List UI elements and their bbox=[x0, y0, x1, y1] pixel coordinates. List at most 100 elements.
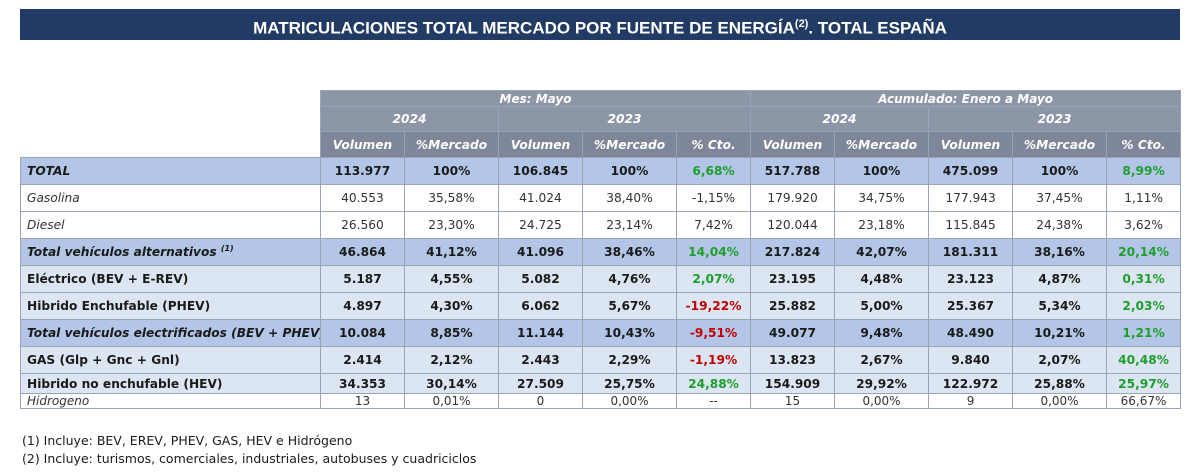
table-row-electrico: Eléctrico (BEV + E-REV) 5.187 4,55% 5.08… bbox=[20, 265, 1182, 293]
registrations-table: Mes: Mayo Acumulado: Enero a Mayo 2024 2… bbox=[20, 90, 1182, 409]
cell-month-2024-share: 23,30% bbox=[404, 211, 499, 239]
cell-month-2023-share: 10,43% bbox=[582, 319, 677, 347]
col-header-volumen: Volumen bbox=[320, 131, 405, 158]
cell-cum-2024-volume: 49.077 bbox=[750, 319, 836, 347]
cell-month-2024-volume: 10.084 bbox=[320, 319, 405, 347]
cell-cum-2023-share: 2,07% bbox=[1012, 346, 1108, 374]
cell-cum-2024-volume: 517.788 bbox=[750, 157, 836, 185]
cell-cum-growth: 2,03% bbox=[1106, 292, 1182, 320]
cell-month-2024-volume: 113.977 bbox=[320, 157, 405, 185]
title-main: MATRICULACIONES TOTAL MERCADO POR FUENTE… bbox=[253, 18, 795, 38]
table-row-hidrogeno: Hidrogeno 13 0,01% 0 0,00% -- 15 0,00% 9… bbox=[20, 393, 1182, 409]
table-row-phev: Hibrido Enchufable (PHEV) 4.897 4,30% 6.… bbox=[20, 292, 1182, 320]
cell-cum-2024-share: 29,92% bbox=[834, 373, 930, 394]
cell-cum-2023-volume: 475.099 bbox=[928, 157, 1014, 185]
cell-month-2023-volume: 11.144 bbox=[498, 319, 583, 347]
col-header-mercado: %Mercado bbox=[582, 131, 677, 158]
col-header-cto: % Cto. bbox=[675, 131, 752, 158]
cell-month-2024-share: 41,12% bbox=[404, 238, 499, 266]
cell-month-growth: 14,04% bbox=[675, 238, 752, 266]
cell-cum-2024-share: 100% bbox=[834, 157, 930, 185]
cell-month-2023-volume: 27.509 bbox=[498, 373, 583, 394]
header-cum-2024: 2024 bbox=[750, 106, 930, 132]
title-footnote-ref: (2) bbox=[794, 18, 809, 30]
header-cum-2023: 2023 bbox=[928, 106, 1182, 132]
header-month-group: Mes: Mayo bbox=[319, 90, 752, 107]
cell-cum-growth: 3,62% bbox=[1106, 211, 1182, 239]
cell-month-growth: -9,51% bbox=[675, 319, 752, 347]
cell-month-2024-volume: 13 bbox=[320, 393, 405, 409]
cell-cum-2024-share: 0,00% bbox=[834, 393, 930, 409]
cell-month-growth: 24,88% bbox=[675, 373, 752, 394]
cell-month-growth: 7,42% bbox=[675, 211, 752, 239]
cell-month-2024-volume: 26.560 bbox=[320, 211, 405, 239]
cell-cum-2023-volume: 177.943 bbox=[928, 184, 1014, 212]
row-label: Gasolina bbox=[20, 184, 321, 212]
cell-month-2023-share: 38,40% bbox=[582, 184, 677, 212]
cell-cum-2024-share: 9,48% bbox=[834, 319, 930, 347]
cell-cum-2024-volume: 217.824 bbox=[750, 238, 836, 266]
cell-month-growth: -- bbox=[675, 393, 752, 409]
header-row-years: 2024 2023 2024 2023 bbox=[20, 106, 1182, 132]
cell-month-2024-volume: 2.414 bbox=[320, 346, 405, 374]
cell-cum-2023-share: 37,45% bbox=[1012, 184, 1108, 212]
col-header-cto: % Cto. bbox=[1106, 131, 1182, 158]
footnote-2: (2) Incluye: turismos, comerciales, indu… bbox=[22, 451, 477, 466]
header-row-columns: Volumen %Mercado Volumen %Mercado % Cto.… bbox=[20, 131, 1182, 158]
col-header-mercado: %Mercado bbox=[834, 131, 930, 158]
cell-month-2024-share: 2,12% bbox=[404, 346, 499, 374]
header-row-groups: Mes: Mayo Acumulado: Enero a Mayo bbox=[20, 90, 1182, 107]
table-row-electrificados: Total vehículos electrificados (BEV + PH… bbox=[20, 319, 1182, 347]
cell-month-2023-volume: 0 bbox=[498, 393, 583, 409]
table-row-alternativos: Total vehículos alternativos (1) 46.864 … bbox=[20, 238, 1182, 266]
cell-cum-2024-volume: 120.044 bbox=[750, 211, 836, 239]
cell-cum-2023-share: 10,21% bbox=[1012, 319, 1108, 347]
cell-cum-2023-share: 100% bbox=[1012, 157, 1108, 185]
cell-cum-2024-volume: 179.920 bbox=[750, 184, 836, 212]
table-row-total: TOTAL 113.977 100% 106.845 100% 6,68% 51… bbox=[20, 157, 1182, 185]
cell-month-2023-share: 4,76% bbox=[582, 265, 677, 293]
cell-month-2024-volume: 40.553 bbox=[320, 184, 405, 212]
row-label: Hibrido no enchufable (HEV) bbox=[20, 373, 321, 394]
cell-month-2023-volume: 6.062 bbox=[498, 292, 583, 320]
cell-cum-2023-share: 0,00% bbox=[1012, 393, 1108, 409]
cell-month-2023-share: 0,00% bbox=[582, 393, 677, 409]
header-blank bbox=[20, 131, 321, 158]
cell-month-2023-volume: 5.082 bbox=[498, 265, 583, 293]
cell-month-2023-volume: 106.845 bbox=[498, 157, 583, 185]
header-month-2023: 2023 bbox=[497, 106, 752, 132]
cell-month-growth: -1,15% bbox=[675, 184, 752, 212]
cell-cum-2023-volume: 23.123 bbox=[928, 265, 1014, 293]
cell-month-2023-volume: 24.725 bbox=[498, 211, 583, 239]
row-label: Eléctrico (BEV + E-REV) bbox=[20, 265, 321, 293]
cell-cum-2023-share: 5,34% bbox=[1012, 292, 1108, 320]
header-blank bbox=[20, 106, 321, 132]
table-row-gasolina: Gasolina 40.553 35,58% 41.024 38,40% -1,… bbox=[20, 184, 1182, 212]
cell-cum-2023-volume: 115.845 bbox=[928, 211, 1014, 239]
cell-cum-2023-volume: 181.311 bbox=[928, 238, 1014, 266]
col-header-mercado: %Mercado bbox=[1012, 131, 1108, 158]
col-header-volumen: Volumen bbox=[928, 131, 1014, 158]
table-row-diesel: Diesel 26.560 23,30% 24.725 23,14% 7,42%… bbox=[20, 211, 1182, 239]
table-row-hev: Hibrido no enchufable (HEV) 34.353 30,14… bbox=[20, 373, 1182, 394]
footnote-ref: (1) bbox=[220, 244, 234, 254]
row-label: TOTAL bbox=[20, 157, 321, 185]
cell-cum-2024-share: 5,00% bbox=[834, 292, 930, 320]
cell-month-growth: -19,22% bbox=[675, 292, 752, 320]
header-blank bbox=[20, 90, 321, 107]
cell-month-2024-share: 4,30% bbox=[404, 292, 499, 320]
col-header-volumen: Volumen bbox=[750, 131, 836, 158]
cell-cum-2024-share: 2,67% bbox=[834, 346, 930, 374]
cell-cum-2024-volume: 23.195 bbox=[750, 265, 836, 293]
cell-month-2023-share: 38,46% bbox=[582, 238, 677, 266]
cell-month-2023-volume: 2.443 bbox=[498, 346, 583, 374]
table-row-gas: GAS (Glp + Gnc + Gnl) 2.414 2,12% 2.443 … bbox=[20, 346, 1182, 374]
cell-cum-2024-volume: 25.882 bbox=[750, 292, 836, 320]
cell-cum-2023-volume: 25.367 bbox=[928, 292, 1014, 320]
cell-cum-growth: 8,99% bbox=[1106, 157, 1182, 185]
cell-month-growth: -1,19% bbox=[675, 346, 752, 374]
row-label-text: Total vehículos alternativos bbox=[27, 245, 217, 260]
cell-month-2024-share: 0,01% bbox=[404, 393, 499, 409]
cell-month-2024-volume: 4.897 bbox=[320, 292, 405, 320]
footnotes: (1) Incluye: BEV, EREV, PHEV, GAS, HEV e… bbox=[22, 432, 476, 468]
